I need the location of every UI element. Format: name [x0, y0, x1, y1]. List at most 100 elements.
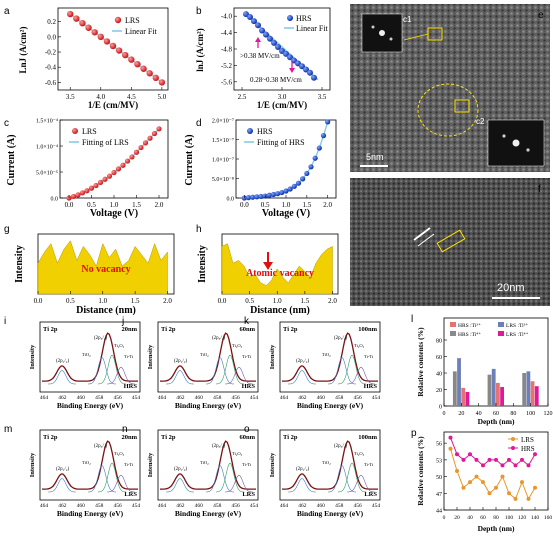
xps-xlabel-i: Binding Energy (eV) [57, 401, 124, 410]
xps-x-tick-label-k: 460 [317, 395, 326, 401]
data-point-b [303, 66, 309, 73]
data-point-a [85, 24, 92, 31]
c-x-tick-label: 0.0 [65, 201, 74, 209]
x-axis-label-l: Depth (nm) [478, 417, 515, 426]
xps-xlabel-j: Binding Energy (eV) [175, 401, 242, 410]
data-point-lrs [507, 491, 511, 496]
legend-label-lrs-p: LRS [521, 436, 534, 444]
xps-depth-j: 60nm [239, 326, 255, 333]
data-point-d [283, 188, 289, 194]
xps-peak-label-n: Ti-Ti [242, 462, 252, 467]
data-point-a [79, 19, 86, 27]
a-y-tick-label: -0.2 [45, 49, 57, 57]
p-y-tick-label: 50 [436, 475, 442, 481]
xps-peak-label-j: Ti-Ti [242, 354, 252, 359]
b-x-tick-label: 2.5 [238, 93, 247, 101]
data-point-d [325, 119, 331, 125]
data-point-lrs [448, 446, 453, 451]
dislocation-mark-2 [417, 233, 435, 247]
xps-x-tick-label-k: 456 [353, 395, 362, 401]
xps-peak-label-m: TiO₂ [82, 460, 91, 465]
data-point-a [140, 65, 147, 72]
data-point-b [275, 43, 281, 50]
xps-peak-label-o: Ti₂O₃ [354, 451, 365, 456]
xps-x-tick-label-i: 464 [40, 395, 49, 401]
xps-component-i [48, 370, 76, 385]
inset-label-c2: c2 [476, 117, 485, 126]
xps-peak-label-o: (2p₃/₂) [334, 444, 348, 449]
vacancy-arrow-head [263, 262, 273, 270]
fft-spot-c2b [526, 148, 530, 152]
bar-lrs-ti4 [534, 386, 539, 406]
panel-label-c: c [4, 118, 9, 129]
series-line-lrs [450, 448, 536, 501]
xps-peak-label-i: Ti₂O₃ [114, 343, 125, 348]
p-y-tick-label: 56 [436, 442, 442, 448]
panel-label-b: b [196, 6, 202, 17]
g-x-tick-label: 2.0 [163, 297, 172, 305]
xps-component-j [205, 357, 235, 385]
h-x-tick-label: 1.5 [300, 297, 309, 305]
d-x-tick-label: 1.5 [302, 201, 311, 209]
xps-peak-label-j: (2p₃/₂) [212, 336, 226, 341]
data-point-b [299, 63, 305, 70]
a-x-tick-label: 5.0 [158, 93, 167, 101]
legend-marker-hrs-ti4 [450, 331, 456, 336]
data-point-hrs [526, 463, 531, 468]
axes-frame-a [57, 7, 169, 91]
b-y-tick-label: -5.2 [221, 62, 233, 70]
xps-title-i: Ti 2p [43, 326, 58, 333]
legend-marker-hrs-ti3 [450, 322, 456, 327]
c-x-tick-label: 1.5 [132, 201, 141, 209]
xps-title-k: Ti 2p [283, 326, 298, 333]
inset-label-c1: c1 [403, 15, 412, 24]
bar-lrs-ti4 [465, 391, 470, 406]
xps-depth-n: 60nm [239, 434, 255, 441]
data-point-d [250, 194, 256, 200]
intensity-area-g [37, 240, 168, 295]
legend-marker-hrs-d [247, 128, 253, 134]
xps-state-k: HRS [364, 383, 378, 390]
xps-x-tick-label-i: 456 [113, 395, 122, 401]
xps-x-tick-label-j: 464 [158, 395, 167, 401]
panel-p-line-chart: p 0 20 40 60 80 100 120 140 160 44 47 50 53 56 LRS HR… [411, 428, 552, 533]
xps-component-n [205, 465, 235, 493]
bar-lrs-ti4 [500, 387, 504, 406]
xps-depth-m: 20nm [121, 434, 137, 441]
b-y-tick-label: -5.6 [221, 78, 233, 86]
fft-spot-c1b [389, 37, 393, 41]
panel-label-o: o [244, 424, 250, 435]
data-point-d [308, 164, 314, 170]
bar-hrs-ti4 [530, 381, 535, 406]
xps-component-m [87, 465, 117, 493]
x-axis-label-p: Depth (nm) [478, 524, 515, 533]
b-y-tick-label: -4.4 [221, 29, 233, 37]
xps-component-k [327, 357, 357, 385]
y-axis-label-d: Current (A) [184, 134, 195, 185]
data-point-lrs [494, 485, 498, 490]
legend-label-hrs-ti3: HRS :Ti³⁺ [458, 322, 481, 329]
data-point-hrs [448, 435, 453, 440]
legend-label-fit-b: Linear Fit [296, 24, 329, 33]
data-point-c [147, 135, 153, 141]
xps-xlabel-o: Binding Energy (eV) [297, 509, 364, 518]
xps-peak-label-m: Ti₂O₃ [114, 451, 125, 456]
data-point-d [295, 180, 302, 186]
xps-peak-label-o: TiO₂ [322, 460, 331, 465]
xps-peak-label-i: (2p₃/₂) [94, 336, 108, 341]
p-x-tick-label: 60 [480, 515, 486, 521]
dislocation-mark-1 [413, 227, 431, 241]
xps-peak-label-j: Ti₂O₃ [232, 343, 243, 348]
d-x-tick-label: 2.0 [323, 201, 332, 209]
data-point-lrs [461, 485, 466, 490]
xps-panel-n: n Ti 2p 60nm LRS Intensity Binding Energy (eV… [122, 424, 259, 518]
data-point-a [91, 29, 98, 36]
legend-label-fit-a: Linear Fit [125, 27, 158, 36]
xps-component-o [327, 465, 357, 493]
data-point-lrs [474, 474, 479, 479]
xps-panel-i: i Ti 2p 20nm HRS Intensity Binding Energy (eV… [4, 316, 141, 410]
p-x-tick-label: 160 [544, 515, 553, 521]
d-x-tick-label: 0.5 [261, 201, 270, 209]
annotation-atomic-vacancy: Atomic vacancy [246, 268, 314, 279]
xps-x-tick-label-o: 456 [353, 503, 362, 509]
